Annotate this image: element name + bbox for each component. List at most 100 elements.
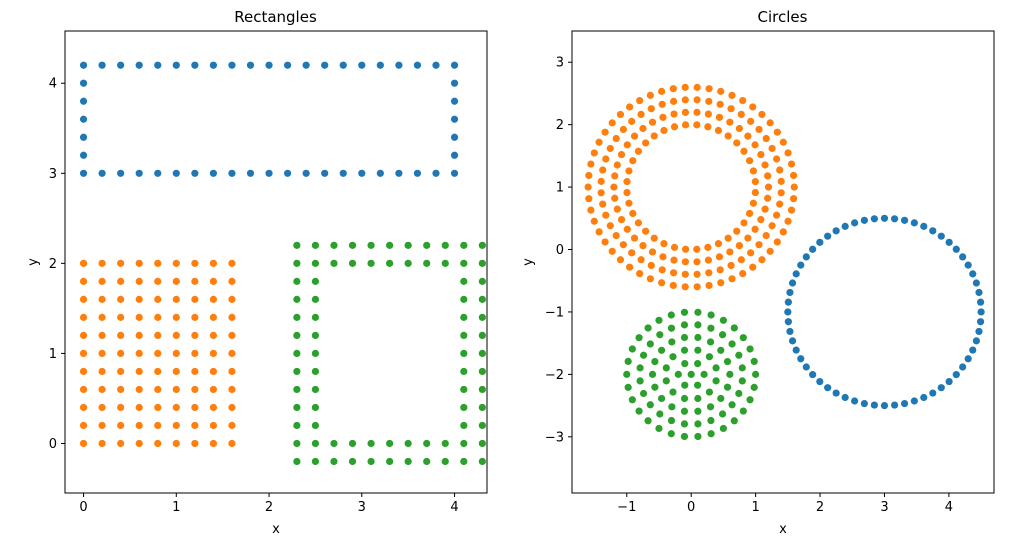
circles-data-point [735,389,743,398]
rectangles-data-point [311,259,320,267]
circles-data-point [636,269,644,278]
circles-data-point [739,407,747,415]
rectangles-data-point [460,277,468,285]
rectangles-data-point [172,61,180,69]
rectangles-data-point [478,457,486,466]
circles-data-point [802,363,810,371]
circles-data-point [681,270,689,278]
rectangles-data-point [478,259,486,267]
circles-data-point [610,183,618,191]
rectangles-data-point [98,259,106,267]
circles-data-point [693,258,701,266]
rectangles-data-point [191,61,199,69]
rectangles-data-point [283,169,292,177]
circles-data-point [680,346,689,354]
circles-data-point [714,126,723,135]
circles-data-point [716,100,724,108]
rectangles-data-point [209,385,217,394]
circles-data-point [851,219,859,227]
rectangles-data-point [367,241,375,249]
rectangles-data-point [209,367,217,376]
rectangles-data-point [311,331,320,339]
rectangles-data-point [79,349,88,358]
rectangles-data-point [293,367,301,376]
rectangles-data-point [79,61,88,69]
rectangles-data-point [386,259,394,267]
circles-data-point [900,399,909,408]
circles-data-point [681,245,690,253]
rectangles-data-point [117,349,125,358]
rectangles-data-point [460,421,468,430]
circles-data-point [727,261,735,270]
rectangles-y-label: y [26,258,41,266]
rectangles-data-point [460,385,468,394]
circles-data-point [755,125,763,134]
circles-data-point [668,338,676,346]
circles-data-point [761,205,769,213]
circles-data-point [761,161,769,169]
rectangles-data-point [117,403,125,412]
circles-data-point [717,279,725,287]
circles-data-point [670,256,678,264]
rectangles-data-point [367,457,375,466]
rectangles-data-point [191,331,199,339]
circles-data-point [655,316,663,324]
circles-data-point [667,416,676,425]
circles-data-point [719,316,728,324]
circles-data-point [739,334,747,342]
circles-data-point [717,87,725,95]
circles-data-point [606,144,614,153]
circles-data-point [680,432,689,441]
circles-data-point [715,253,724,261]
rectangles-data-point [311,439,320,448]
circles-data-point [585,171,593,180]
circles-x-tick-label: −1 [617,500,636,515]
rectangles-y-tick-label: 4 [49,77,57,92]
rectangles-data-point [404,457,412,466]
circles-data-point [945,377,953,386]
circles-data-point [659,253,667,261]
circles-data-point [585,195,593,203]
rectangles-data-point [191,259,199,267]
circles-data-point [735,242,743,250]
circles-y-tick-label: −2 [545,368,564,383]
circles-x-tick-label: 2 [816,500,824,515]
rectangles-data-point [460,295,468,303]
circles-data-point [786,288,794,297]
rectangles-data-point [209,61,217,69]
circles-data-point [706,403,715,411]
circles-data-point [705,85,713,93]
circles-data-point [628,345,636,353]
circles-data-point [779,228,787,236]
rectangles-data-point [117,385,125,394]
rectangles-data-point [117,313,125,321]
circles-data-point [662,364,670,372]
circles-data-point [687,370,695,378]
circles-data-point [707,416,715,425]
circles-data-point [617,215,626,224]
circles-data-point [707,311,715,319]
circles-data-point [680,308,689,316]
rectangles-data-point [330,259,338,267]
rectangles-data-point [450,61,459,69]
circles-y-tick-label: −1 [545,305,564,320]
rectangles-data-point [135,295,143,303]
rectangles-x-axis: 0 1 2 3 4 [79,493,459,515]
circles-data-point [870,215,878,223]
circles-data-point [714,240,723,248]
rectangles-data-point [386,457,394,466]
circles-data-point [749,103,757,111]
rectangles-data-point [478,439,486,448]
circles-data-point [789,171,798,180]
circles-data-point [757,215,765,224]
rectangles-data-point [386,439,394,448]
rectangles-data-point [191,403,199,412]
circles-data-point [952,245,960,253]
rectangles-data-point [135,277,143,285]
rectangles-x-label: x [272,522,280,537]
rectangles-data-point [98,403,106,412]
circles-data-point [890,215,899,223]
circles-data-point [623,188,631,197]
circles-data-point [637,256,645,264]
rectangles-data-point [135,421,143,430]
